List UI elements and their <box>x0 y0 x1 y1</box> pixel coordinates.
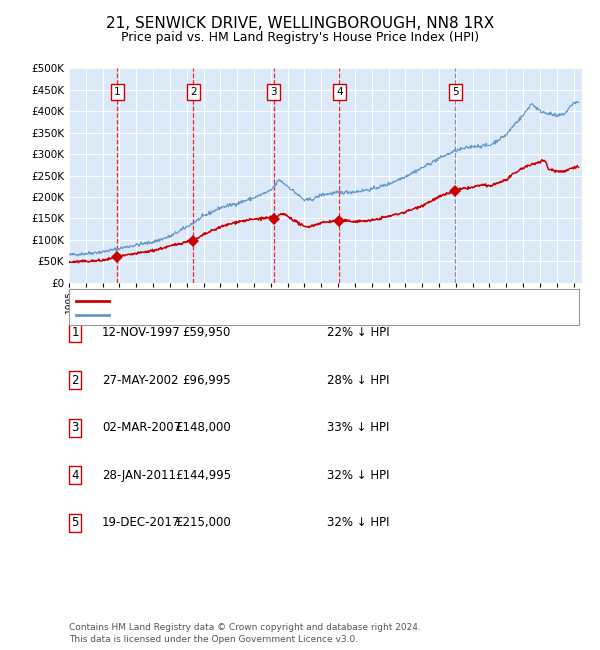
Text: 12-NOV-1997: 12-NOV-1997 <box>102 326 181 339</box>
Text: 5: 5 <box>71 516 79 529</box>
Text: Contains HM Land Registry data © Crown copyright and database right 2024.: Contains HM Land Registry data © Crown c… <box>69 623 421 632</box>
Text: HPI: Average price, detached house, North Northamptonshire: HPI: Average price, detached house, Nort… <box>114 310 415 320</box>
Text: 2: 2 <box>190 87 197 97</box>
Text: 32% ↓ HPI: 32% ↓ HPI <box>327 469 389 482</box>
Text: 1: 1 <box>114 87 121 97</box>
Text: 1: 1 <box>71 326 79 339</box>
Text: 2: 2 <box>71 374 79 387</box>
Text: Price paid vs. HM Land Registry's House Price Index (HPI): Price paid vs. HM Land Registry's House … <box>121 31 479 44</box>
Text: £96,995: £96,995 <box>182 374 231 387</box>
Text: 02-MAR-2007: 02-MAR-2007 <box>102 421 181 434</box>
Text: 3: 3 <box>71 421 79 434</box>
Text: £144,995: £144,995 <box>175 469 231 482</box>
Text: 21, SENWICK DRIVE, WELLINGBOROUGH, NN8 1RX (detached house): 21, SENWICK DRIVE, WELLINGBOROUGH, NN8 1… <box>114 296 452 306</box>
Text: £59,950: £59,950 <box>182 326 231 339</box>
Text: 22% ↓ HPI: 22% ↓ HPI <box>327 326 389 339</box>
Text: 3: 3 <box>271 87 277 97</box>
Text: £148,000: £148,000 <box>175 421 231 434</box>
Text: 28-JAN-2011: 28-JAN-2011 <box>102 469 176 482</box>
Text: 27-MAY-2002: 27-MAY-2002 <box>102 374 179 387</box>
Text: This data is licensed under the Open Government Licence v3.0.: This data is licensed under the Open Gov… <box>69 634 358 644</box>
Text: 4: 4 <box>336 87 343 97</box>
Text: 19-DEC-2017: 19-DEC-2017 <box>102 516 181 529</box>
Text: 33% ↓ HPI: 33% ↓ HPI <box>327 421 389 434</box>
Text: 32% ↓ HPI: 32% ↓ HPI <box>327 516 389 529</box>
Text: 5: 5 <box>452 87 458 97</box>
Text: 28% ↓ HPI: 28% ↓ HPI <box>327 374 389 387</box>
Text: £215,000: £215,000 <box>175 516 231 529</box>
Text: 4: 4 <box>71 469 79 482</box>
Text: 21, SENWICK DRIVE, WELLINGBOROUGH, NN8 1RX: 21, SENWICK DRIVE, WELLINGBOROUGH, NN8 1… <box>106 16 494 31</box>
